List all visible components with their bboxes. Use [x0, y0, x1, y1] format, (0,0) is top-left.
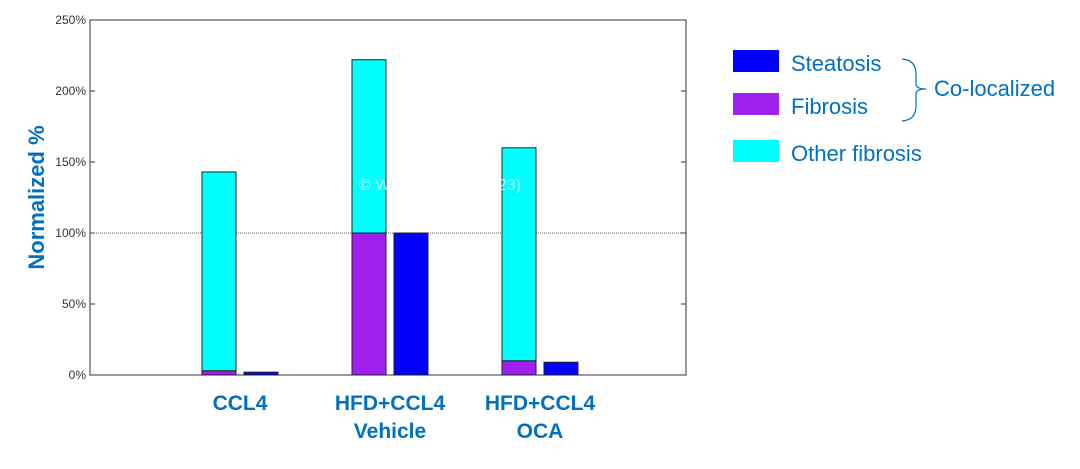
labels: Normalized % CCL4 HFD+CCL4 Vehicle HFD+CCL4 O…	[24, 125, 595, 443]
legend-label: Steatosis	[791, 51, 882, 76]
legend-swatch-steatosis	[733, 50, 779, 72]
y-tick-label: 100%	[55, 226, 86, 240]
bar-steatosis	[543, 361, 579, 376]
category-label: OCA	[517, 420, 564, 443]
co-localized-label: Co-localized	[934, 76, 1055, 101]
bars	[201, 59, 579, 376]
legend-label: Other fibrosis	[791, 141, 922, 166]
axes: 0% 50% 100% 150% 200% 250%	[55, 13, 687, 382]
legend-swatch-fibrosis	[733, 93, 779, 115]
category-label: CCL4	[213, 392, 268, 415]
bar-other-fibrosis	[201, 171, 237, 372]
bar-other-fibrosis	[351, 59, 387, 234]
co-localized-brace	[901, 58, 927, 122]
category-label: Vehicle	[354, 420, 426, 443]
watermark: © WuXi AppTec (2023)	[359, 177, 521, 194]
y-tick-label: 250%	[55, 13, 86, 27]
plot-frame	[89, 19, 687, 376]
bar-steatosis	[243, 371, 279, 376]
legend-label: Fibrosis	[791, 94, 868, 119]
category-label: HFD+CCL4	[335, 392, 446, 415]
bar-steatosis	[393, 232, 429, 376]
y-axis-label: Normalized %	[24, 125, 49, 269]
bar-fibrosis	[501, 360, 537, 376]
bar-fibrosis	[351, 232, 387, 376]
bar-other-fibrosis	[501, 147, 537, 362]
legend-swatch-other-fibrosis	[733, 140, 779, 162]
y-tick-label: 150%	[55, 155, 86, 169]
y-tick-label: 200%	[55, 84, 86, 98]
category-label: HFD+CCL4	[485, 392, 596, 415]
bar-fibrosis	[201, 370, 237, 376]
legend: Steatosis Fibrosis Other fibrosis Co-locali…	[733, 50, 1055, 166]
y-tick-label: 0%	[69, 368, 87, 382]
y-tick-label: 50%	[62, 297, 86, 311]
